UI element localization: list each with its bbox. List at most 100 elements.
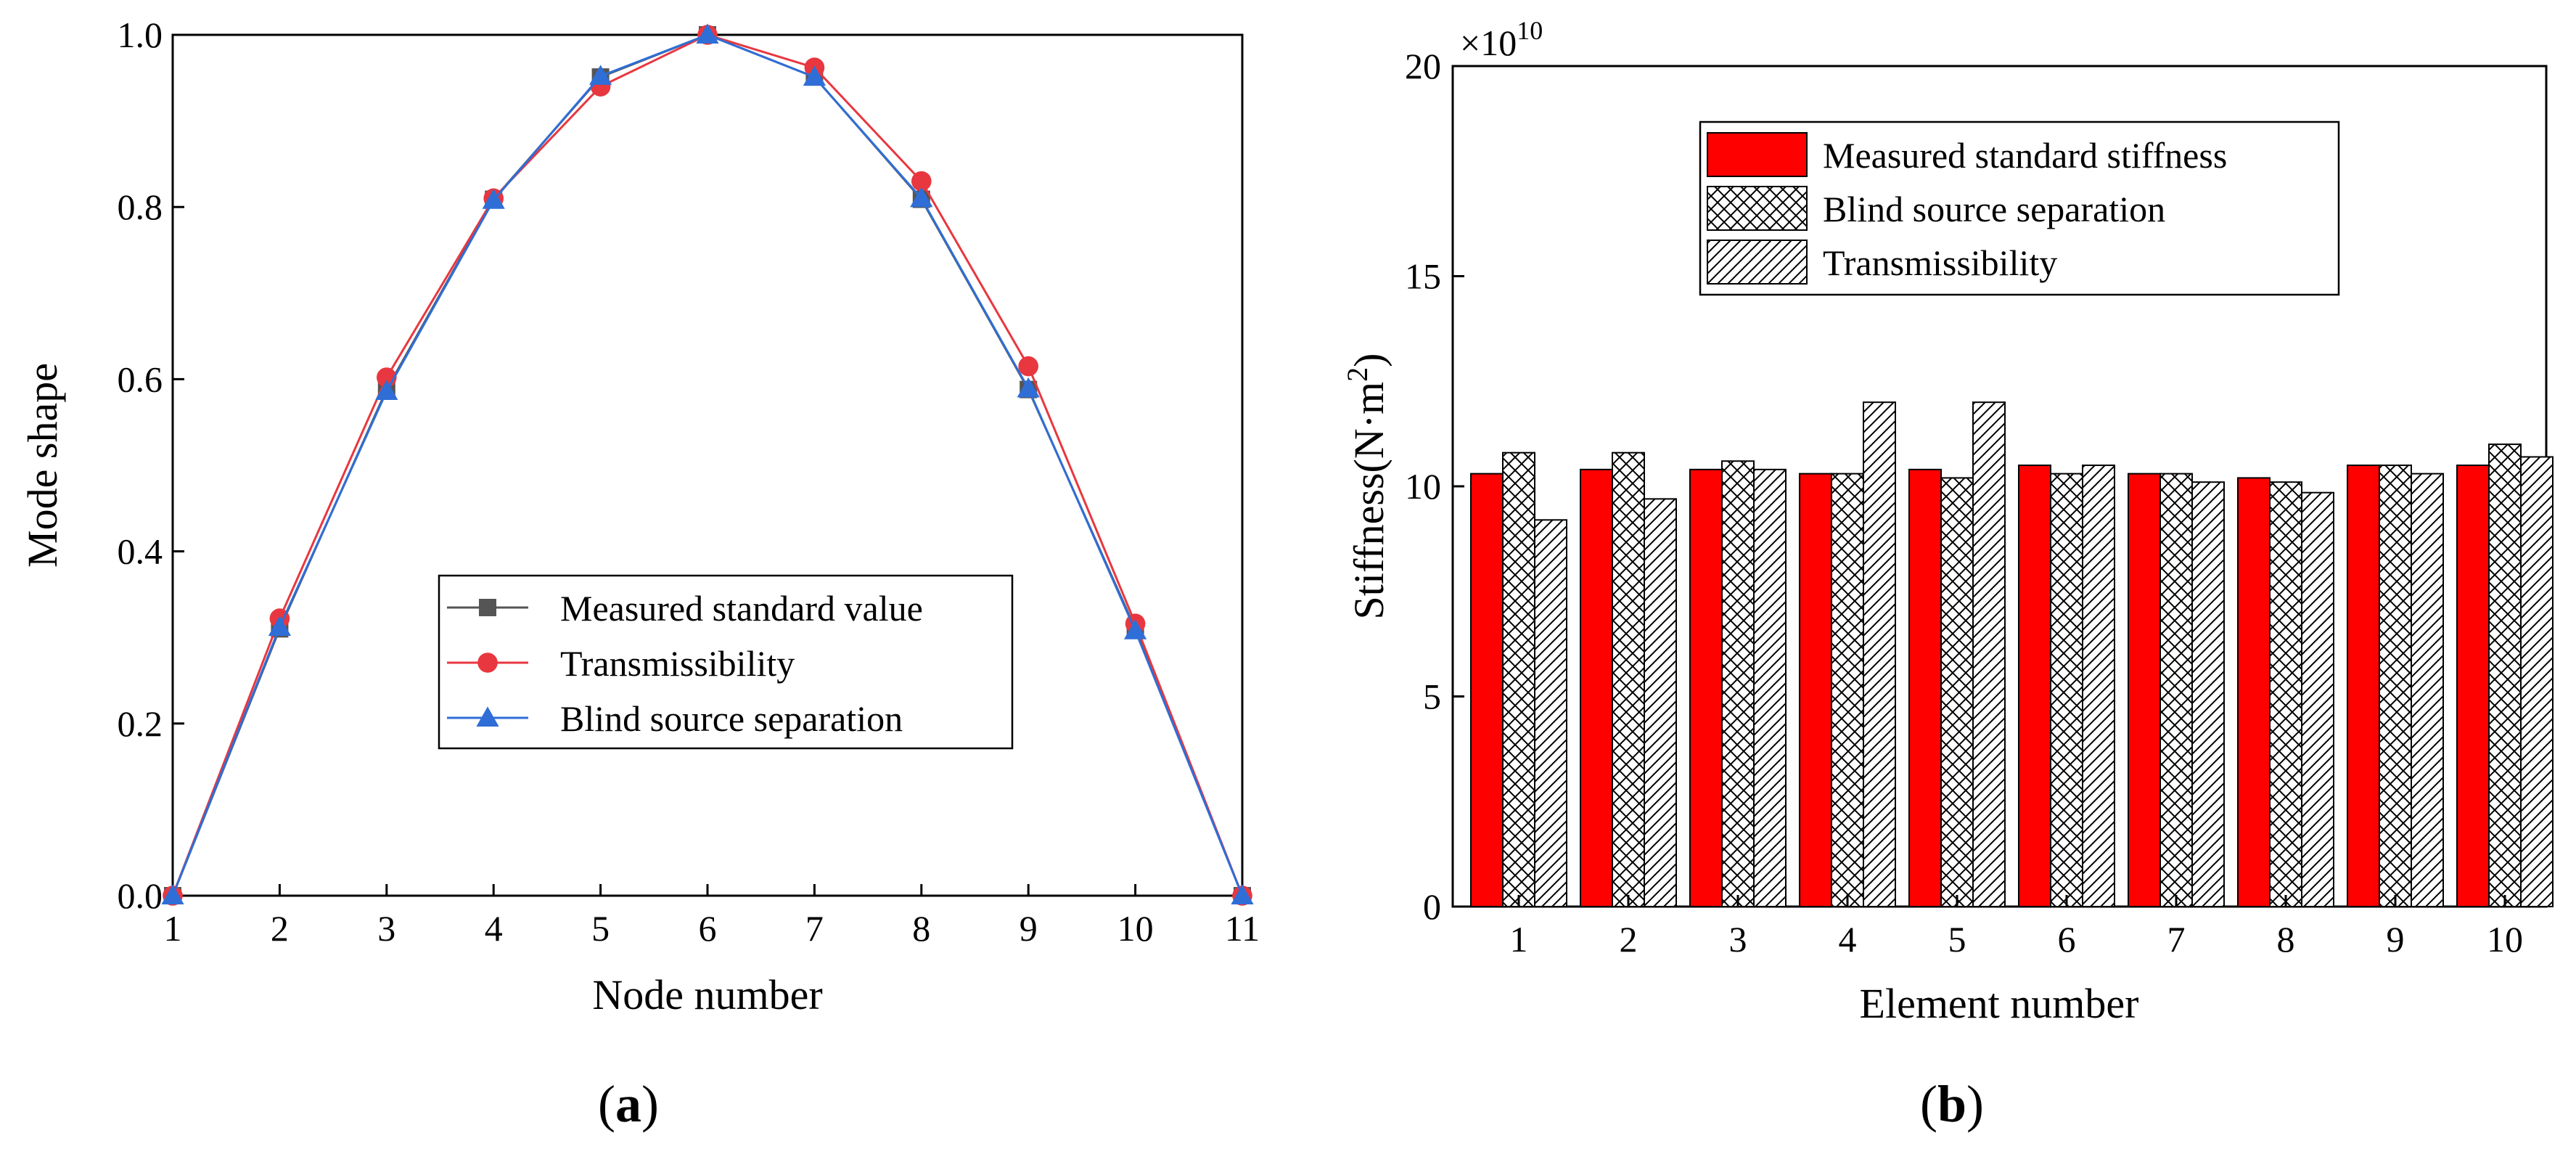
panel-label-a: (a) xyxy=(598,1075,659,1133)
bar-measured-standard-stiffness xyxy=(2237,477,2271,907)
x-tick-label-b: 8 xyxy=(2277,919,2295,960)
series-line-transmissibility xyxy=(171,33,1244,896)
x-tick-label-a: 7 xyxy=(805,908,824,949)
point-blind-source-separation xyxy=(803,65,826,86)
series-transmissibility xyxy=(163,25,1252,906)
panel-b-bar-chart: 0 5 10 15 20 1 2 3 4 5 6 7 8 9 10 Element number Stif… xyxy=(1341,16,2554,1133)
point-blind-source-separation xyxy=(268,616,291,636)
bar-blind-source-separation xyxy=(1940,477,1974,907)
y-axis-label-b-text: Stiffness(N·m xyxy=(1345,382,1392,620)
bar-measured-standard-stiffness xyxy=(1689,468,1723,907)
y-tick-label-b: 5 xyxy=(1423,676,1441,717)
legend-label-measured-standard-stiffness: Measured standard stiffness xyxy=(1823,135,2227,176)
y-tick-label-a: 0.0 xyxy=(118,875,163,916)
y-tick-label-b: 0 xyxy=(1423,886,1441,927)
x-tick-label-a: 3 xyxy=(377,908,395,949)
plot-frame-a xyxy=(171,33,1244,897)
point-blind-source-separation xyxy=(589,65,612,85)
x-axis-ticks-a: 1 2 3 4 5 6 7 8 9 10 11 xyxy=(164,884,1260,949)
x-tick-label-a: 6 xyxy=(699,908,717,949)
x-axis-ticks-b: 1 2 3 4 5 6 7 8 9 10 xyxy=(1510,895,2523,960)
point-blind-source-separation xyxy=(910,187,933,208)
bar-measured-standard-stiffness xyxy=(1908,468,1942,907)
point-transmissibility xyxy=(1018,356,1038,377)
x-tick-label-b: 2 xyxy=(1620,919,1638,960)
x-tick-label-a: 10 xyxy=(1117,908,1154,949)
bar-transmissibility xyxy=(2082,465,2115,907)
x-tick-label-b: 1 xyxy=(1510,919,1528,960)
scale-multiplier-b: ×1010 xyxy=(1460,16,1543,63)
bar-measured-standard-stiffness xyxy=(1799,473,1832,907)
x-tick-label-b: 3 xyxy=(1729,919,1747,960)
panel-label-b: (b) xyxy=(1920,1075,1984,1133)
point-blind-source-separation xyxy=(482,189,505,209)
y-tick-label-b: 15 xyxy=(1405,256,1441,297)
y-tick-label-a: 0.6 xyxy=(118,359,163,399)
x-axis-label-b: Element number xyxy=(1860,980,2139,1027)
x-tick-label-b: 10 xyxy=(2487,919,2523,960)
scale-exp-b: 10 xyxy=(1517,16,1543,45)
x-tick-label-a: 5 xyxy=(591,908,610,949)
legend-swatch-transmissibility xyxy=(1707,240,1808,285)
y-axis-label-a: Mode shape xyxy=(19,363,66,568)
point-blind-source-separation xyxy=(696,23,719,44)
point-blind-source-separation xyxy=(1231,884,1254,904)
legend-swatch-blind-source-separation xyxy=(1707,186,1808,231)
bar-measured-standard-stiffness xyxy=(1470,473,1504,907)
bar-transmissibility xyxy=(1863,401,1896,907)
x-tick-label-b: 7 xyxy=(2167,919,2186,960)
x-tick-label-b: 9 xyxy=(2387,919,2405,960)
legend-b: Measured standard stiffness Blind source … xyxy=(1699,120,2340,296)
y-tick-label-a: 1.0 xyxy=(118,15,163,55)
bar-transmissibility xyxy=(2191,481,2225,907)
legend-box-a xyxy=(438,574,1014,750)
point-blind-source-separation xyxy=(1017,377,1040,398)
x-tick-label-b: 5 xyxy=(1948,919,1966,960)
legend-label-blind-source-separation: Blind source separation xyxy=(1823,189,2165,229)
legend-label-transmissibility: Transmissibility xyxy=(1823,242,2057,283)
series-line-blind-source-separation xyxy=(171,33,1244,896)
legend-marker-transmissibility xyxy=(477,653,498,673)
y-axis-ticks-b: 0 5 10 15 20 xyxy=(1405,46,1464,927)
bar-blind-source-separation xyxy=(2488,443,2522,907)
series-measured-standard-value xyxy=(164,26,1251,904)
bars-group-b xyxy=(1470,401,2554,907)
y-tick-label-a: 0.4 xyxy=(118,531,163,572)
bar-measured-standard-stiffness xyxy=(2018,465,2051,907)
legend-label-transmissibility: Transmissibility xyxy=(560,643,795,684)
bar-transmissibility xyxy=(1644,498,1677,907)
bar-transmissibility xyxy=(2301,491,2334,907)
series-group-a xyxy=(161,23,1254,906)
bar-transmissibility xyxy=(2520,456,2554,907)
y-axis-ticks-a: 0.0 0.2 0.4 0.6 0.8 1.0 xyxy=(118,15,184,916)
legend-marker-measured-standard-value xyxy=(479,599,496,616)
x-axis-label-a: Node number xyxy=(592,971,822,1018)
scale-base-b: ×10 xyxy=(1460,23,1517,63)
bar-blind-source-separation xyxy=(1502,451,1535,907)
point-blind-source-separation xyxy=(375,380,398,401)
bar-blind-source-separation xyxy=(1721,460,1755,907)
y-tick-label-b: 10 xyxy=(1405,466,1441,507)
legend-label-blind-source-separation: Blind source separation xyxy=(560,698,903,739)
bar-blind-source-separation xyxy=(2050,473,2083,907)
point-blind-source-separation xyxy=(1124,619,1147,639)
y-axis-label-b: Stiffness(N·m2) xyxy=(1341,353,1392,620)
x-tick-label-b: 4 xyxy=(1839,919,1857,960)
x-tick-label-a: 9 xyxy=(1020,908,1038,949)
panel-letter-b: b xyxy=(1937,1075,1966,1133)
x-tick-label-a: 8 xyxy=(912,908,930,949)
bar-blind-source-separation xyxy=(2159,473,2193,907)
bar-blind-source-separation xyxy=(2379,465,2412,907)
y-tick-label-a: 0.2 xyxy=(118,703,163,744)
point-blind-source-separation xyxy=(161,884,184,904)
legend-label-measured-standard-value: Measured standard value xyxy=(560,588,923,629)
bar-measured-standard-stiffness xyxy=(1580,468,1613,907)
bar-blind-source-separation xyxy=(1831,473,1864,907)
y-axis-label-b-sup: 2 xyxy=(1341,367,1374,382)
series-blind-source-separation xyxy=(161,23,1254,904)
legend-a: Measured standard value Transmissibility B… xyxy=(438,574,1014,750)
bar-transmissibility xyxy=(1534,519,1567,907)
legend-marker-blind-source-separation xyxy=(476,706,499,727)
x-tick-label-b: 6 xyxy=(2058,919,2076,960)
